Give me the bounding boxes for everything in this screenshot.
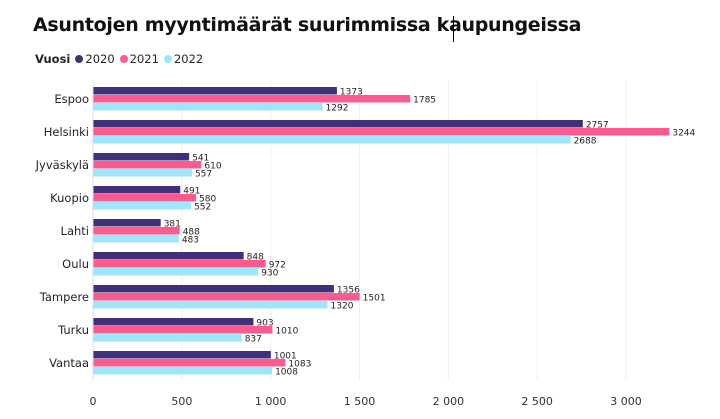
y-category-label: Kuopio bbox=[50, 191, 89, 205]
data-label: 903 bbox=[256, 319, 273, 329]
data-label: 837 bbox=[245, 335, 262, 345]
data-label: 1501 bbox=[363, 294, 386, 304]
data-label: 848 bbox=[247, 253, 264, 263]
bar-2020 bbox=[93, 186, 181, 194]
x-tick-label: 1 000 bbox=[255, 395, 287, 408]
data-label: 1008 bbox=[275, 368, 298, 378]
legend-dot bbox=[163, 55, 172, 63]
legend: Vuosi 2020 2021 2022 bbox=[35, 52, 208, 66]
y-category-label: Tampere bbox=[39, 290, 89, 304]
bar-2022 bbox=[93, 169, 192, 177]
x-tick-label: 1 500 bbox=[344, 395, 376, 408]
bar-2021 bbox=[93, 194, 197, 202]
bar-2020 bbox=[93, 351, 271, 359]
y-category-label: Helsinki bbox=[44, 125, 89, 139]
bar-2022 bbox=[93, 103, 323, 111]
y-category-label: Oulu bbox=[62, 257, 89, 271]
legend-dot bbox=[119, 55, 128, 63]
bar-2021 bbox=[93, 95, 411, 103]
x-tick-label: 500 bbox=[171, 395, 192, 408]
bar-2020 bbox=[93, 252, 244, 260]
data-label: 3244 bbox=[672, 129, 695, 139]
bar-2020 bbox=[93, 219, 161, 227]
data-label: 488 bbox=[183, 228, 200, 238]
data-label: 2688 bbox=[574, 137, 597, 147]
data-label: 491 bbox=[183, 187, 200, 197]
bar-2022 bbox=[93, 334, 242, 342]
bar-2021 bbox=[93, 128, 670, 136]
bar-2020 bbox=[93, 120, 583, 128]
data-label: 610 bbox=[204, 162, 221, 172]
legend-dot bbox=[75, 55, 84, 63]
bar-2021 bbox=[93, 260, 266, 268]
data-label: 1785 bbox=[413, 96, 436, 106]
y-category-label: Lahti bbox=[61, 224, 89, 238]
text-cursor bbox=[453, 16, 454, 42]
data-label: 1083 bbox=[288, 360, 311, 370]
x-tick-label: 3 000 bbox=[610, 395, 642, 408]
bar-2020 bbox=[93, 285, 334, 293]
data-label: 972 bbox=[269, 261, 286, 271]
bar-2022 bbox=[93, 136, 571, 144]
data-label: 1320 bbox=[331, 302, 354, 312]
x-tick-label: 0 bbox=[90, 395, 97, 408]
bar-2022 bbox=[93, 367, 273, 375]
data-label: 557 bbox=[195, 170, 212, 180]
y-category-label: Espoo bbox=[54, 92, 89, 106]
data-label: 552 bbox=[194, 203, 211, 213]
bar-2021 bbox=[93, 161, 202, 169]
bar-2020 bbox=[93, 87, 337, 95]
bar-2022 bbox=[93, 301, 328, 309]
bar-2021 bbox=[93, 359, 286, 367]
chart-title: Asuntojen myyntimäärät suurimmissa kaupu… bbox=[33, 14, 582, 36]
data-label: 1356 bbox=[337, 286, 360, 296]
legend-item-2020[interactable]: 2020 bbox=[75, 52, 115, 66]
data-label: 1373 bbox=[340, 88, 363, 98]
bar-2021 bbox=[93, 227, 180, 235]
y-category-label: Jyväskylä bbox=[35, 158, 89, 172]
data-label: 2757 bbox=[586, 121, 609, 131]
bar-2021 bbox=[93, 326, 273, 334]
bar-2022 bbox=[93, 202, 192, 210]
bar-2020 bbox=[93, 318, 254, 326]
legend-item-2022[interactable]: 2022 bbox=[163, 52, 203, 66]
data-label: 541 bbox=[192, 154, 209, 164]
data-label: 483 bbox=[182, 236, 199, 246]
bar-2021 bbox=[93, 293, 360, 301]
bar-2022 bbox=[93, 268, 259, 276]
y-category-label: Vantaa bbox=[49, 356, 89, 370]
bar-2022 bbox=[93, 235, 179, 243]
data-label: 1001 bbox=[274, 352, 297, 362]
x-tick-label: 2 500 bbox=[521, 395, 553, 408]
data-label: 1010 bbox=[275, 327, 298, 337]
y-category-label: Turku bbox=[57, 323, 89, 337]
x-tick-label: 2 000 bbox=[433, 395, 465, 408]
data-label: 930 bbox=[261, 269, 278, 279]
data-label: 580 bbox=[199, 195, 216, 205]
bar-2020 bbox=[93, 153, 190, 161]
data-label: 381 bbox=[164, 220, 181, 230]
legend-title: Vuosi bbox=[35, 52, 71, 66]
legend-item-2021[interactable]: 2021 bbox=[119, 52, 159, 66]
data-label: 1292 bbox=[326, 104, 349, 114]
